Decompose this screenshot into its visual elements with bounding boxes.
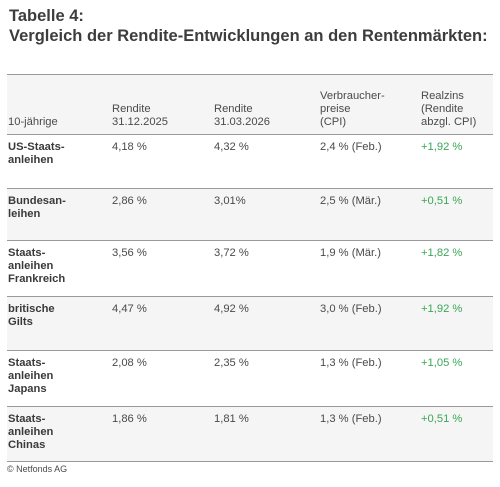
- table-row: Staats-anleihen Frankreich 3,56 % 3,72 % …: [7, 241, 493, 297]
- yield-2026: 4,32 %: [214, 141, 249, 153]
- row-label: Staats-anleihen Frankreich: [8, 247, 66, 285]
- row-label: Staats-anleihen Japans: [8, 357, 54, 395]
- yield-2025: 4,18 %: [112, 141, 147, 153]
- yield-2025: 3,56 %: [112, 247, 147, 259]
- cpi-value: 3,0 % (Feb.): [320, 303, 382, 315]
- table-row: US-Staats-anleihen 4,18 % 4,32 % 2,4 % (…: [7, 135, 493, 189]
- real-rate: +0,51 %: [421, 195, 463, 207]
- header-cell: Verbraucher-preise (CPI): [320, 90, 385, 128]
- table-row: Staats-anleihen Japans 2,08 % 2,35 % 1,3 …: [7, 351, 493, 407]
- row-label: britische Gilts: [8, 303, 55, 328]
- header-cell: Rendite 31.03.2026: [214, 103, 270, 128]
- copyright-footer: © Netfonds AG: [7, 464, 68, 474]
- title-line-2: Vergleich der Rendite-Entwicklungen an d…: [9, 27, 488, 45]
- cpi-value: 1,9 % (Mär.): [320, 247, 381, 259]
- real-rate: +0,51 %: [421, 413, 463, 425]
- table-header: 10-jährige Rendite 31.12.2025 Rendite 31.0…: [7, 75, 493, 135]
- header-cell: Realzins (Rendite abzgl. CPI): [421, 90, 477, 128]
- header-cell: 10-jährige: [8, 116, 58, 128]
- title-line-1: Tabelle 4:: [9, 7, 84, 25]
- table-row: britische Gilts 4,47 % 4,92 % 3,0 % (Feb.…: [7, 297, 493, 351]
- cpi-value: 2,4 % (Feb.): [320, 141, 382, 153]
- row-label: US-Staats-anleihen: [8, 141, 65, 166]
- yield-2025: 1,86 %: [112, 413, 147, 425]
- table-row: Bundesan-leihen 2,86 % 3,01% 2,5 % (Mär.…: [7, 189, 493, 241]
- header-cell: Rendite 31.12.2025: [112, 103, 168, 128]
- yield-table: 10-jährige Rendite 31.12.2025 Rendite 31.0…: [7, 74, 493, 462]
- table-row: Staats-anleihen Chinas 1,86 % 1,81 % 1,3 …: [7, 407, 493, 462]
- yield-2025: 2,86 %: [112, 195, 147, 207]
- row-label: Bundesan-leihen: [8, 195, 66, 220]
- cpi-value: 2,5 % (Mär.): [320, 195, 381, 207]
- real-rate: +1,05 %: [421, 357, 463, 369]
- yield-2026: 1,81 %: [214, 413, 249, 425]
- yield-2026: 2,35 %: [214, 357, 249, 369]
- row-label: Staats-anleihen Chinas: [8, 413, 54, 451]
- real-rate: +1,82 %: [421, 247, 463, 259]
- cpi-value: 1,3 % (Feb.): [320, 357, 382, 369]
- yield-2026: 4,92 %: [214, 303, 249, 315]
- real-rate: +1,92 %: [421, 303, 463, 315]
- cpi-value: 1,3 % (Feb.): [320, 413, 382, 425]
- yield-2025: 4,47 %: [112, 303, 147, 315]
- yield-2025: 2,08 %: [112, 357, 147, 369]
- real-rate: +1,92 %: [421, 141, 463, 153]
- yield-2026: 3,72 %: [214, 247, 249, 259]
- page-title: Tabelle 4: Vergleich der Rendite-Entwick…: [9, 6, 494, 46]
- yield-2026: 3,01%: [214, 195, 246, 207]
